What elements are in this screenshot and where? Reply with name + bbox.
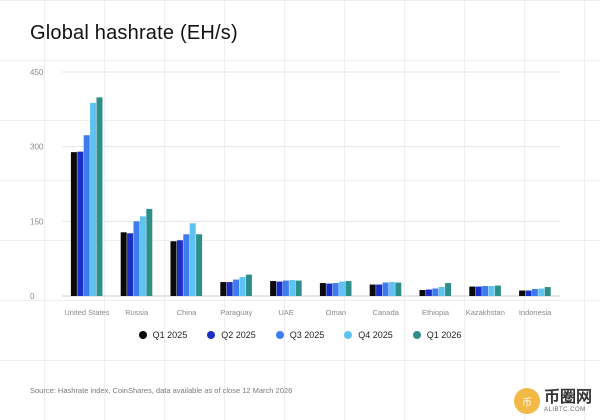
bar-canada-q1-2026 (395, 282, 402, 296)
legend-item: Q2 2025 (207, 330, 256, 340)
bar-kazakhstan-q1-2026 (494, 285, 501, 296)
legend-item: Q4 2025 (344, 330, 393, 340)
x-category-label: UAE (278, 308, 293, 317)
bar-russia-q2-2025 (127, 233, 134, 296)
x-category-label: Paraguay (220, 308, 252, 317)
y-tick-label: 0 (30, 292, 35, 301)
x-category-label: Canada (373, 308, 400, 317)
bar-paraguay-q2-2025 (226, 282, 233, 296)
y-tick-label: 300 (30, 143, 44, 152)
bar-russia-q1-2026 (146, 208, 153, 296)
bar-oman-q2-2025 (326, 283, 333, 296)
bar-canada-q3-2025 (382, 282, 389, 296)
bar-united-states-q1-2025 (70, 152, 77, 296)
legend-swatch-icon (344, 331, 353, 339)
bar-russia-q3-2025 (133, 221, 140, 296)
watermark-logo-icon: 币 (513, 388, 540, 414)
x-category-label: Oman (326, 308, 346, 317)
x-category-label: Ethiopia (422, 308, 450, 317)
bar-indonesia-q1-2026 (544, 287, 551, 296)
bar-oman-q1-2025 (319, 283, 326, 296)
bar-paraguay-q1-2026 (245, 274, 252, 296)
bar-indonesia-q1-2025 (519, 290, 526, 296)
legend-label: Q4 2025 (358, 330, 393, 340)
legend-swatch-icon (275, 331, 284, 339)
x-category-label: Indonesia (519, 308, 552, 317)
bar-china-q4-2025 (189, 223, 196, 296)
bar-paraguay-q1-2025 (220, 282, 227, 296)
bar-canada-q4-2025 (388, 282, 395, 296)
bar-china-q1-2026 (196, 234, 203, 296)
bar-ethiopia-q1-2025 (419, 290, 426, 296)
legend-item: Q1 2026 (412, 330, 462, 340)
bar-paraguay-q3-2025 (233, 279, 240, 296)
bar-oman-q1-2026 (345, 281, 352, 296)
bar-united-states-q3-2025 (83, 135, 90, 296)
bar-russia-q1-2025 (120, 232, 127, 296)
bar-indonesia-q2-2025 (525, 290, 532, 296)
bar-uae-q2-2025 (276, 281, 283, 296)
watermark-main-text: 币圈网 (543, 387, 592, 406)
bar-ethiopia-q3-2025 (432, 288, 439, 296)
y-tick-label: 150 (30, 217, 44, 226)
bar-united-states-q2-2025 (77, 151, 84, 296)
legend-swatch-icon (138, 331, 147, 339)
legend: Q1 2025 Q2 2025 Q3 2025 Q4 2025 Q1 2026 (0, 330, 600, 340)
x-category-label: China (177, 308, 197, 317)
bar-kazakhstan-q3-2025 (482, 286, 489, 296)
bar-indonesia-q3-2025 (531, 289, 538, 296)
source-note: Source: Hashrate index, CoinShares, data… (30, 386, 293, 395)
chart-title: Global hashrate (EH/s) (30, 22, 238, 44)
bar-ethiopia-q4-2025 (438, 287, 445, 296)
bars (70, 97, 551, 297)
legend-item: Q3 2025 (275, 330, 325, 340)
bar-oman-q3-2025 (332, 283, 339, 296)
x-category-label: Kazakhstan (466, 308, 505, 317)
bar-uae-q4-2025 (289, 280, 296, 296)
bar-indonesia-q4-2025 (538, 288, 545, 296)
bar-united-states-q1-2026 (96, 97, 103, 297)
legend-label: Q2 2025 (221, 330, 256, 340)
legend-label: Q1 2026 (426, 330, 462, 340)
bar-kazakhstan-q4-2025 (488, 286, 495, 296)
axis-labels: 0 150 300 450 United States Russia China Paragu… (30, 68, 552, 317)
bar-ethiopia-q1-2026 (445, 283, 452, 296)
bar-kazakhstan-q1-2025 (469, 286, 476, 296)
legend-label: Q1 2025 (152, 330, 188, 340)
bar-uae-q3-2025 (282, 280, 289, 296)
watermark-sub-text: ALIBTC.COM (543, 407, 586, 413)
bar-ethiopia-q2-2025 (425, 289, 432, 296)
bar-russia-q4-2025 (139, 216, 146, 296)
x-category-label: Russia (125, 308, 149, 317)
bar-uae-q1-2026 (295, 280, 302, 296)
bar-paraguay-q4-2025 (239, 277, 246, 296)
bar-kazakhstan-q2-2025 (475, 286, 482, 296)
bar-china-q1-2025 (170, 241, 177, 296)
legend-label: Q3 2025 (289, 330, 325, 340)
bar-united-states-q4-2025 (90, 102, 97, 297)
y-tick-label: 450 (30, 68, 44, 77)
x-category-label: United States (64, 308, 109, 317)
bar-canada-q1-2025 (369, 284, 376, 296)
bar-china-q2-2025 (176, 240, 183, 296)
legend-swatch-icon (412, 331, 421, 339)
bar-canada-q2-2025 (376, 284, 383, 296)
legend-item: Q1 2025 (138, 330, 188, 340)
legend-swatch-icon (207, 331, 216, 339)
bar-china-q3-2025 (183, 234, 190, 296)
bar-oman-q4-2025 (339, 281, 346, 296)
bar-uae-q1-2025 (270, 281, 277, 296)
watermark: 币 币圈网 ALIBTC.COM (513, 387, 592, 414)
